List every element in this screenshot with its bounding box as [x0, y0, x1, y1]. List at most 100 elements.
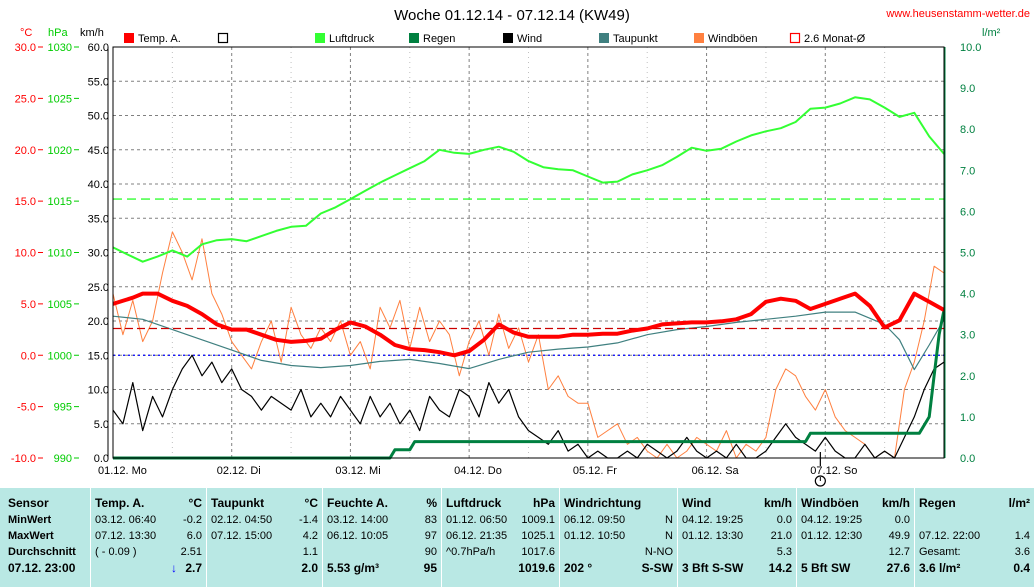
reference-lines [113, 198, 944, 356]
stats-cell-value: 1019.6 [518, 561, 555, 575]
tick-temp: 15.0 [15, 196, 36, 208]
legend-label: Windböen [708, 33, 758, 45]
stats-group-taupunkt: Taupunkt °C 02.12. 04:50 -1.4 07.12. 15:00 4.… [206, 488, 323, 587]
stats-cell-info: 06.12. 09:50 [564, 514, 626, 526]
legend-label: Luftdruck [329, 33, 375, 45]
stats-cell-value: 90 [424, 546, 437, 558]
tick-rain: 7.0 [960, 165, 975, 177]
unit-celsius: °C [20, 27, 32, 39]
stats-cell-info: 03.12. 14:00 [327, 514, 389, 526]
tick-hpa: 990 [54, 453, 72, 465]
label-current-time: 07.12. 23:00 [8, 561, 76, 575]
stats-unit: km/h [881, 496, 910, 510]
unit-hpa: hPa [48, 27, 68, 39]
tick-rain: 10.0 [960, 42, 981, 54]
axis-ticks: 30.0 25.0 20.0 15.0 10.0 5.0 0.0 -5.0 -10.0 1030 1… [11, 42, 982, 477]
stats-header: Luftdruck [446, 496, 502, 510]
stats-cell-value: 3.6 [1014, 546, 1030, 558]
day-label: 01.12. Mo [98, 465, 147, 477]
tick-kmh: 45.0 [88, 145, 109, 157]
stats-cell-value: 5.3 [776, 546, 792, 558]
tick-hpa: 1030 [48, 42, 72, 54]
stats-panel: Sensor MinWert MaxWert Durchschnitt 07.1… [0, 488, 1034, 587]
legend-item-regen: Regen [409, 33, 455, 45]
chart-title: Woche 01.12.14 - 07.12.14 (KW49) [394, 7, 630, 24]
stats-cell-value: 4.2 [302, 530, 318, 542]
day-label: 05.12. Fr [573, 465, 617, 477]
stats-header: Taupunkt [211, 496, 265, 510]
tick-hpa: 1005 [48, 299, 72, 311]
stats-cell-info: 02.12. 04:50 [211, 514, 273, 526]
stats-cell-value: S-SW [641, 561, 673, 575]
stats-header: Feuchte A. [327, 496, 388, 510]
legend-item-wind: Wind [503, 33, 542, 45]
tick-temp: 30.0 [15, 42, 36, 54]
stats-cell-info: 5.53 g/m³ [327, 561, 380, 575]
legend-swatch [315, 33, 325, 43]
tick-temp: -10.0 [11, 453, 36, 465]
stats-cell-info: 06.12. 10:05 [327, 530, 389, 542]
tick-rain: 4.0 [960, 289, 975, 301]
stats-cell-value: 1009.1 [521, 514, 555, 526]
stats-cell-value: 21.0 [770, 530, 792, 542]
stats-cell-value: 1025.1 [521, 530, 555, 542]
label-minwert: MinWert [8, 514, 52, 526]
stats-cell-info: 03.12. 06:40 [95, 514, 157, 526]
legend-swatch [503, 33, 513, 43]
tick-rain: 3.0 [960, 330, 975, 342]
stats-header: Temp. A. [95, 496, 145, 510]
stats-cell-value: 2.0 [301, 561, 318, 575]
stats-unit: l/m² [1008, 496, 1030, 510]
tick-kmh: 60.0 [88, 42, 109, 54]
tick-kmh: 15.0 [88, 350, 109, 362]
tick-rain: 0.0 [960, 453, 975, 465]
legend-swatch [124, 33, 134, 43]
stats-cell-info: 202 ° [564, 561, 593, 575]
stats-cell-info: 01.12. 13:30 [682, 530, 744, 542]
stats-cell-value: 95 [423, 561, 437, 575]
tick-kmh: 20.0 [88, 316, 109, 328]
stats-cell-value: 27.6 [886, 561, 910, 575]
stats-cell-value: 83 [424, 514, 437, 526]
stats-group-feuchte-a: Feuchte A.% 03.12. 14:00 83 06.12. 10:05 97 9… [322, 488, 442, 587]
series-taupunkt [112, 311, 945, 371]
legend-label: Regen [423, 33, 455, 45]
stats-cell-info: 06.12. 21:35 [446, 530, 508, 542]
stats-cell-value: 14.2 [768, 561, 792, 575]
stats-cell-value: N [665, 514, 673, 526]
tick-hpa: 1010 [48, 248, 72, 260]
stats-group-windb-en: Windböen km/h 04.12. 19:25 0.0 01.12. 12:30 4… [796, 488, 915, 587]
legend-item-taupunkt: Taupunkt [599, 33, 658, 45]
stats-cell-info: 5 Bft SW [801, 561, 851, 575]
legend-item-blank [217, 32, 229, 44]
day-label: 03.12. Mi [335, 465, 380, 477]
legend-swatch [217, 32, 229, 44]
unit-kmh: km/h [80, 27, 104, 39]
website-link[interactable]: www.heusenstamm-wetter.de [885, 8, 1030, 20]
tick-hpa: 995 [54, 402, 72, 414]
stats-cell-info: 3.6 l/m² [919, 561, 961, 575]
stats-label-column: Sensor MinWert MaxWert Durchschnitt 07.1… [0, 488, 90, 587]
stats-group-luftdruck: Luftdruck hPa 01.12. 06:50 1009.1 06.12. 21:… [441, 488, 560, 587]
tick-rain: 8.0 [960, 124, 975, 136]
stats-unit: % [426, 496, 437, 510]
legend-label: 2.6 Monat-Ø [804, 33, 866, 45]
legend-label: Wind [517, 33, 542, 45]
time-marker [814, 452, 826, 487]
stats-cell-info: ( - 0.09 ) [95, 546, 137, 558]
legend-item-temp-a: Temp. A. [124, 33, 181, 45]
series-lines [112, 96, 946, 460]
tick-kmh: 0.0 [94, 453, 109, 465]
tick-temp: 5.0 [21, 299, 36, 311]
stats-cell-value: 0.0 [776, 514, 792, 526]
day-label: 07.12. So [810, 465, 857, 477]
day-label: 06.12. Sa [692, 465, 740, 477]
series-regen [113, 309, 946, 460]
legend-label: Temp. A. [138, 33, 181, 45]
stats-unit: km/h [763, 496, 792, 510]
stats-cell-info: 07.12. 15:00 [211, 530, 273, 542]
stats-cell-value: 49.9 [888, 530, 910, 542]
stats-cell-info: 3 Bft S-SW [682, 561, 744, 575]
stats-group-wind: Wind km/h 04.12. 19:25 0.0 01.12. 13:30 21.0 5… [677, 488, 797, 587]
tick-kmh: 35.0 [88, 213, 109, 225]
